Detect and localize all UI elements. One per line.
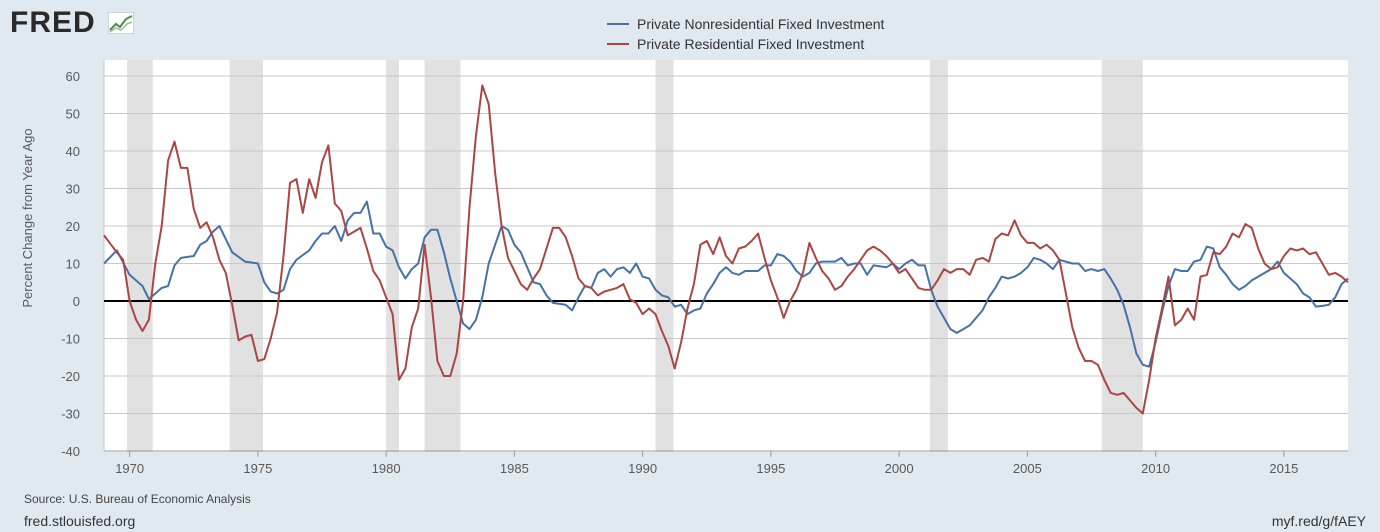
y-tick-label: -20	[61, 369, 80, 384]
recession-band	[229, 60, 264, 452]
x-tick-label: 2000	[885, 461, 914, 476]
recession-band	[929, 60, 948, 452]
y-tick-label: 0	[73, 294, 80, 309]
x-tick-label: 2015	[1269, 461, 1298, 476]
x-tick-label: 2010	[1141, 461, 1170, 476]
y-tick-label: 60	[66, 69, 80, 84]
x-tick-label: 1970	[115, 461, 144, 476]
legend-item-residential[interactable]: Private Residential Fixed Investment	[607, 36, 864, 52]
source-note: Source: U.S. Bureau of Economic Analysis	[24, 492, 251, 506]
legend-item-nonresidential[interactable]: Private Nonresidential Fixed Investment	[607, 16, 884, 32]
recession-band	[655, 60, 674, 452]
recession-band	[127, 60, 153, 452]
legend-label: Private Residential Fixed Investment	[637, 36, 865, 52]
y-tick-label: -30	[61, 407, 80, 422]
fred-logo[interactable]: FRED	[10, 6, 96, 39]
fred-site-link[interactable]: fred.stlouisfed.org	[24, 513, 136, 529]
x-tick-label: 1980	[372, 461, 401, 476]
short-link[interactable]: myf.red/g/fAEY	[1271, 513, 1366, 529]
y-tick-label: 30	[66, 182, 80, 197]
y-tick-label: 50	[66, 107, 80, 122]
y-tick-label: 20	[66, 219, 80, 234]
y-tick-label: 10	[66, 257, 80, 272]
recession-band	[424, 60, 461, 452]
x-tick-label: 1995	[756, 461, 785, 476]
y-tick-label: -10	[61, 332, 80, 347]
recession-band	[386, 60, 399, 452]
y-tick-label: -40	[61, 444, 80, 459]
fred-logo-chart-icon	[108, 12, 134, 34]
x-tick-label: 1985	[500, 461, 529, 476]
x-tick-label: 2005	[1013, 461, 1042, 476]
x-tick-label: 1990	[628, 461, 657, 476]
y-axis-label: Percent Change from Year Ago	[20, 128, 35, 307]
residential-series-line	[103, 84, 1349, 415]
legend-swatch-blue	[607, 23, 629, 25]
x-tick-label: 1975	[243, 461, 272, 476]
legend-swatch-red	[607, 43, 629, 45]
y-tick-label: 40	[66, 144, 80, 159]
nonresidential-series-line	[103, 200, 1349, 368]
legend-label: Private Nonresidential Fixed Investment	[637, 16, 885, 32]
